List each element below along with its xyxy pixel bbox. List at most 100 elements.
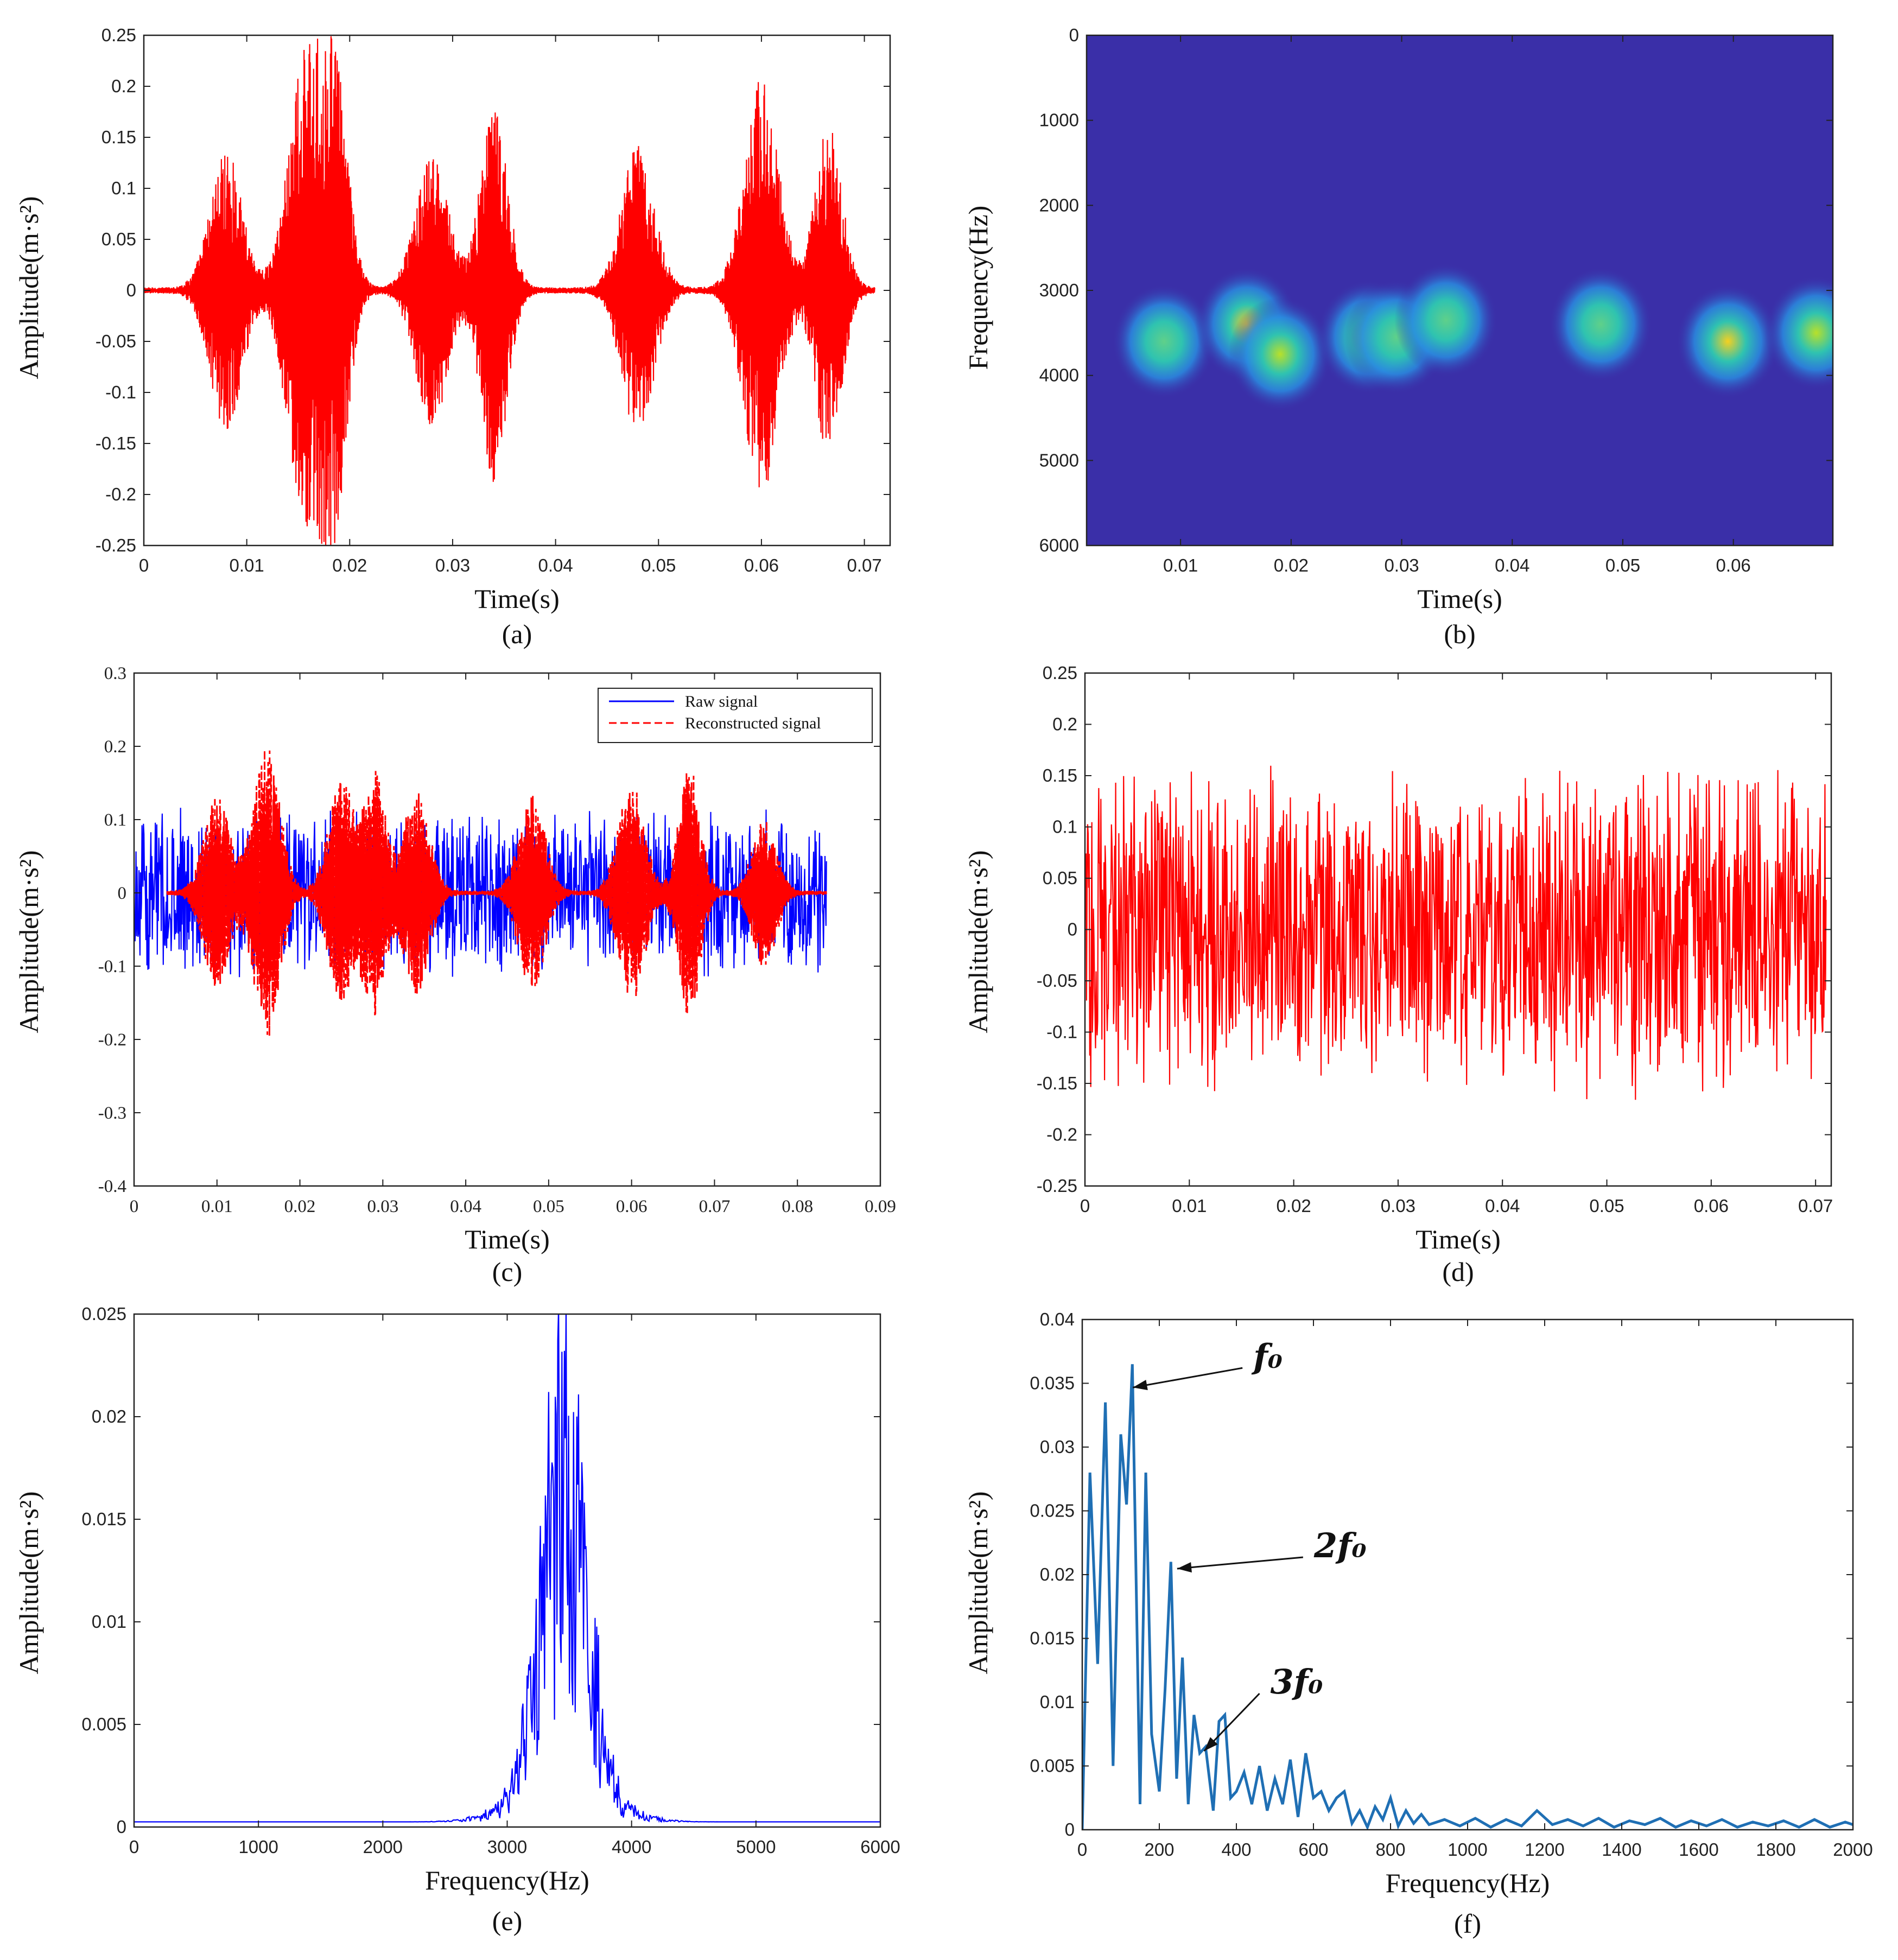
chart-e: 0 1000 2000 3000 4000 5000 6000 0 0.005 0.01 0.015… <box>14 1304 900 1936</box>
x-tick-label: 0.09 <box>865 1197 896 1216</box>
x-tick-label: 0.02 <box>284 1197 316 1216</box>
plot-area-e <box>134 1314 880 1823</box>
x-tick-label: 0.06 <box>616 1197 648 1216</box>
plot-area-d <box>1085 765 1827 1100</box>
x-axis-label: Time(s) <box>474 583 560 614</box>
series-line <box>1085 765 1827 1100</box>
y-tick-label: -0.2 <box>1046 1125 1077 1145</box>
y-tick-label: 0 <box>1068 919 1077 940</box>
x-tick-label: 0.03 <box>1384 555 1419 575</box>
harmonic-annotation: f₀ <box>1132 1336 1283 1391</box>
axes-frame <box>133 672 881 1187</box>
x-tick-label: 2000 <box>1833 1840 1872 1860</box>
y-tick-label: 0.035 <box>1030 1373 1075 1393</box>
x-tick-label: 0.02 <box>1276 1196 1311 1216</box>
axes-frame <box>133 1313 881 1828</box>
arrowhead-icon <box>1177 1562 1192 1573</box>
heatmap-hotspot <box>1549 267 1653 382</box>
chart-a: 0 0.01 0.02 0.03 0.04 0.05 0.06 0.07 -0.25 -0.2 -0… <box>14 25 891 649</box>
x-tick-label: 0.03 <box>367 1197 398 1216</box>
y-tick-label: 0.04 <box>1040 1309 1075 1329</box>
y-tick-label: 0.25 <box>1043 663 1077 683</box>
y-tick-label: 0 <box>1069 25 1079 45</box>
plot-area-f <box>1082 1364 1853 1830</box>
y-tick-label: 0 <box>1065 1819 1075 1840</box>
x-tick-label: 1000 <box>238 1837 278 1857</box>
x-tick-label: 0.05 <box>1605 555 1640 575</box>
x-axis-label: Time(s) <box>465 1224 550 1254</box>
y-tick-label: 0.025 <box>81 1304 126 1324</box>
y-tick-label: -0.1 <box>98 957 126 976</box>
chart-b: 0.01 0.02 0.03 0.04 0.05 0.06 0 1000 2000 3000 400… <box>963 25 1834 649</box>
y-tick-label: 3000 <box>1039 280 1079 300</box>
x-tick-label: 600 <box>1298 1840 1328 1860</box>
x-tick-label: 1800 <box>1756 1840 1795 1860</box>
y-tick-label: 0 <box>126 280 136 300</box>
y-tick-label: -0.15 <box>1037 1073 1077 1093</box>
y-tick-label: 6000 <box>1039 535 1079 555</box>
series-line <box>166 750 828 1036</box>
x-tick-label: 0 <box>1077 1840 1087 1860</box>
panel-caption: (f) <box>1454 1908 1481 1939</box>
x-tick-label: 0.07 <box>1798 1196 1833 1216</box>
panel-caption: (d) <box>1442 1257 1474 1287</box>
x-tick-label: 0.05 <box>641 555 676 575</box>
x-tick-label: 0 <box>139 555 149 575</box>
y-tick-label: 4000 <box>1039 365 1079 385</box>
y-tick-label: -0.25 <box>1037 1176 1077 1196</box>
x-tick-label: 0.05 <box>533 1197 564 1216</box>
y-tick-label: 0 <box>118 884 127 903</box>
x-tick-label: 0.01 <box>230 555 264 575</box>
y-tick-label: 2000 <box>1039 195 1079 215</box>
x-tick-label: 0.03 <box>435 555 470 575</box>
y-tick-label: -0.05 <box>1037 971 1077 991</box>
y-tick-label: -0.2 <box>105 484 136 504</box>
y-tick-label: 0.025 <box>1030 1501 1075 1521</box>
x-tick-label: 0.04 <box>1495 555 1529 575</box>
y-tick-label: 0.2 <box>104 737 126 757</box>
y-axis-label: Amplitude(m·s²) <box>14 850 44 1033</box>
x-tick-label: 800 <box>1375 1840 1405 1860</box>
panel-caption: (c) <box>492 1257 523 1287</box>
legend-entry: Raw signal <box>685 693 758 711</box>
arrowhead-icon <box>1204 1737 1218 1751</box>
y-tick-label: 0.15 <box>101 127 136 147</box>
chart-d: 0 0.01 0.02 0.03 0.04 0.05 0.06 0.07 -0.25 -0.2 -0… <box>963 663 1833 1287</box>
y-tick-label: 0.05 <box>1043 868 1077 888</box>
x-tick-label: 2000 <box>363 1837 403 1857</box>
y-tick-label: 0.01 <box>1040 1692 1075 1712</box>
x-tick-label: 0.06 <box>744 555 779 575</box>
heatmap-hotspot <box>1228 297 1332 411</box>
x-tick-label: 0.07 <box>699 1197 731 1216</box>
heatmap-hotspot <box>1764 276 1833 390</box>
x-tick-label: 0.06 <box>1716 555 1751 575</box>
x-tick-label: 0.06 <box>1694 1196 1729 1216</box>
harmonic-annotation: 2f₀ <box>1177 1526 1367 1573</box>
y-tick-label: 0.02 <box>92 1406 126 1426</box>
y-tick-label: 0.05 <box>101 229 136 249</box>
y-tick-label: -0.2 <box>98 1030 126 1050</box>
legend-box <box>598 688 873 743</box>
x-tick-label: 4000 <box>612 1837 651 1857</box>
x-axis-label: Time(s) <box>1415 1224 1501 1254</box>
annotation-label: 2f₀ <box>1313 1526 1367 1565</box>
x-tick-label: 0 <box>129 1837 139 1857</box>
y-tick-label: 0.1 <box>1052 817 1077 837</box>
y-tick-label: 0.3 <box>104 664 126 683</box>
annotation-arrow <box>1132 1367 1243 1388</box>
annotation-label: 3f₀ <box>1271 1662 1323 1702</box>
series-line <box>134 1314 880 1823</box>
y-axis-label: Amplitude(m·s²) <box>963 1491 993 1674</box>
x-tick-label: 6000 <box>860 1837 900 1857</box>
x-axis-label: Time(s) <box>1417 583 1502 614</box>
panel-caption: (a) <box>502 619 532 649</box>
y-tick-label: 0.25 <box>101 25 136 45</box>
x-tick-label: 0.01 <box>1163 555 1198 575</box>
y-tick-label: 0.015 <box>81 1509 126 1529</box>
x-tick-label: 0.05 <box>1589 1196 1624 1216</box>
x-tick-label: 0.03 <box>1381 1196 1415 1216</box>
x-tick-label: 1400 <box>1602 1840 1641 1860</box>
y-tick-label: 0.2 <box>111 76 136 96</box>
y-tick-label: -0.1 <box>105 382 136 402</box>
annotation-arrow <box>1177 1556 1303 1570</box>
